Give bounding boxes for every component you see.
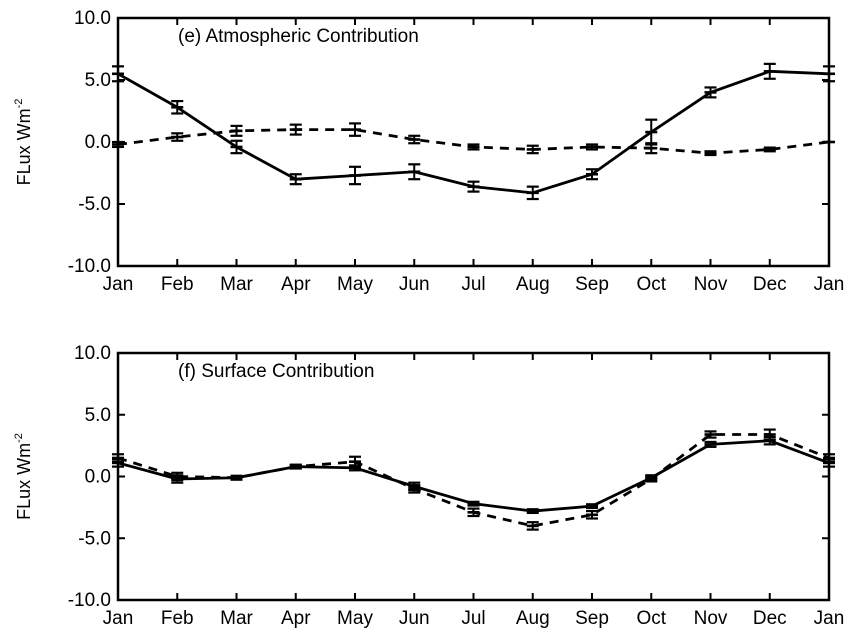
x-tick-label: Nov [694,274,728,295]
y-tick-label: 5.0 [85,405,111,426]
error-bar-solid [586,168,598,181]
y-axis-title: FLux Wm-2 [13,433,34,520]
error-bar-solid [704,86,717,99]
x-tick-label: Mar [220,608,253,629]
error-bar-solid [586,503,598,510]
error-bar-solid [408,163,421,181]
x-tick-label: Jul [461,274,485,295]
x-tick-label: Jan [103,274,134,295]
y-tick-label: 0.0 [85,467,111,488]
x-tick-label: Jul [461,608,485,629]
error-bar-solid [289,173,302,186]
y-tick-label: 0.0 [85,132,111,153]
y-tick-label: 10.0 [74,343,111,364]
y-axis-title: FLux Wm-2 [13,99,34,186]
x-tick-label: Jun [399,608,430,629]
y-tick-label: 10.0 [74,8,111,29]
x-tick-label: Sep [575,608,609,629]
error-bar-dashed [467,507,480,518]
error-bar-solid [645,118,658,146]
error-bar-dashed [289,463,302,470]
x-tick-label: Jun [399,274,430,295]
error-bar-solid [526,508,539,515]
error-bar-dashed [349,455,361,468]
y-axis-title-sup: -2 [13,433,25,443]
x-tick-label: Feb [161,274,194,295]
plot-frame [116,16,831,268]
error-bar-dashed [171,471,184,482]
error-bar-dashed [823,453,835,463]
plot-frame [116,351,831,602]
x-tick-label: Aug [516,274,550,295]
y-axis-title-sup: -2 [13,99,25,109]
error-bar-dashed [763,428,776,441]
error-bar-dashed [645,142,658,155]
error-bar-dashed [230,124,243,137]
panel-title: (f) Surface Contribution [178,361,374,382]
error-bar-solid [704,440,717,448]
x-tick-label: May [337,608,373,629]
error-bar-solid [112,65,124,83]
series-line-solid [117,439,830,513]
error-bar-solid [171,99,184,115]
error-bar-solid [526,185,539,201]
error-bar-dashed [526,144,539,155]
error-bar-dashed [586,509,598,520]
y-tick-label: -5.0 [78,194,111,215]
error-bar-dashed [645,475,658,483]
error-bar-dashed [230,474,243,481]
error-bar-dashed [171,132,184,142]
error-bar-solid [349,165,361,186]
panel-title: (e) Atmospheric Contribution [178,26,419,47]
error-bar-dashed [467,143,480,151]
x-tick-label: May [337,274,373,295]
error-bar-solid [823,65,835,83]
error-bar-solid [467,500,480,507]
error-bar-dashed [704,150,717,157]
x-tick-label: Nov [694,608,728,629]
y-axis-title-main: FLux Wm [14,108,34,185]
y-tick-label: -10.0 [68,256,111,277]
error-bar-solid [230,139,243,155]
x-tick-label: Oct [636,608,666,629]
error-bar-dashed [408,134,421,145]
x-tick-label: Dec [753,274,787,295]
x-tick-label: Sep [575,274,609,295]
error-bar-dashed [586,143,598,151]
error-bar-solid [467,180,480,193]
x-tick-label: Feb [161,608,194,629]
error-bar-solid [763,62,776,80]
error-bar-dashed [349,122,361,137]
error-bar-dashed [112,140,124,149]
x-tick-label: Dec [753,608,787,629]
x-tick-label: Jan [103,608,134,629]
x-tick-label: Apr [281,274,311,295]
x-tick-label: Apr [281,608,311,629]
y-axis-title-main: FLux Wm [14,443,34,520]
error-bar-dashed [763,146,776,153]
x-tick-label: Jan [814,274,845,295]
error-bar-dashed [112,453,124,463]
x-tick-label: Jan [814,608,845,629]
y-tick-label: -5.0 [78,528,111,549]
error-bar-dashed [408,484,421,494]
error-bar-dashed [704,430,717,439]
error-bar-dashed [289,123,302,136]
error-bar-dashed [526,521,539,531]
series-line-solid [117,69,830,195]
y-tick-label: -10.0 [68,590,111,611]
x-tick-label: Aug [516,608,550,629]
y-tick-label: 5.0 [85,70,111,91]
x-tick-label: Oct [636,274,666,295]
x-tick-label: Mar [220,274,253,295]
